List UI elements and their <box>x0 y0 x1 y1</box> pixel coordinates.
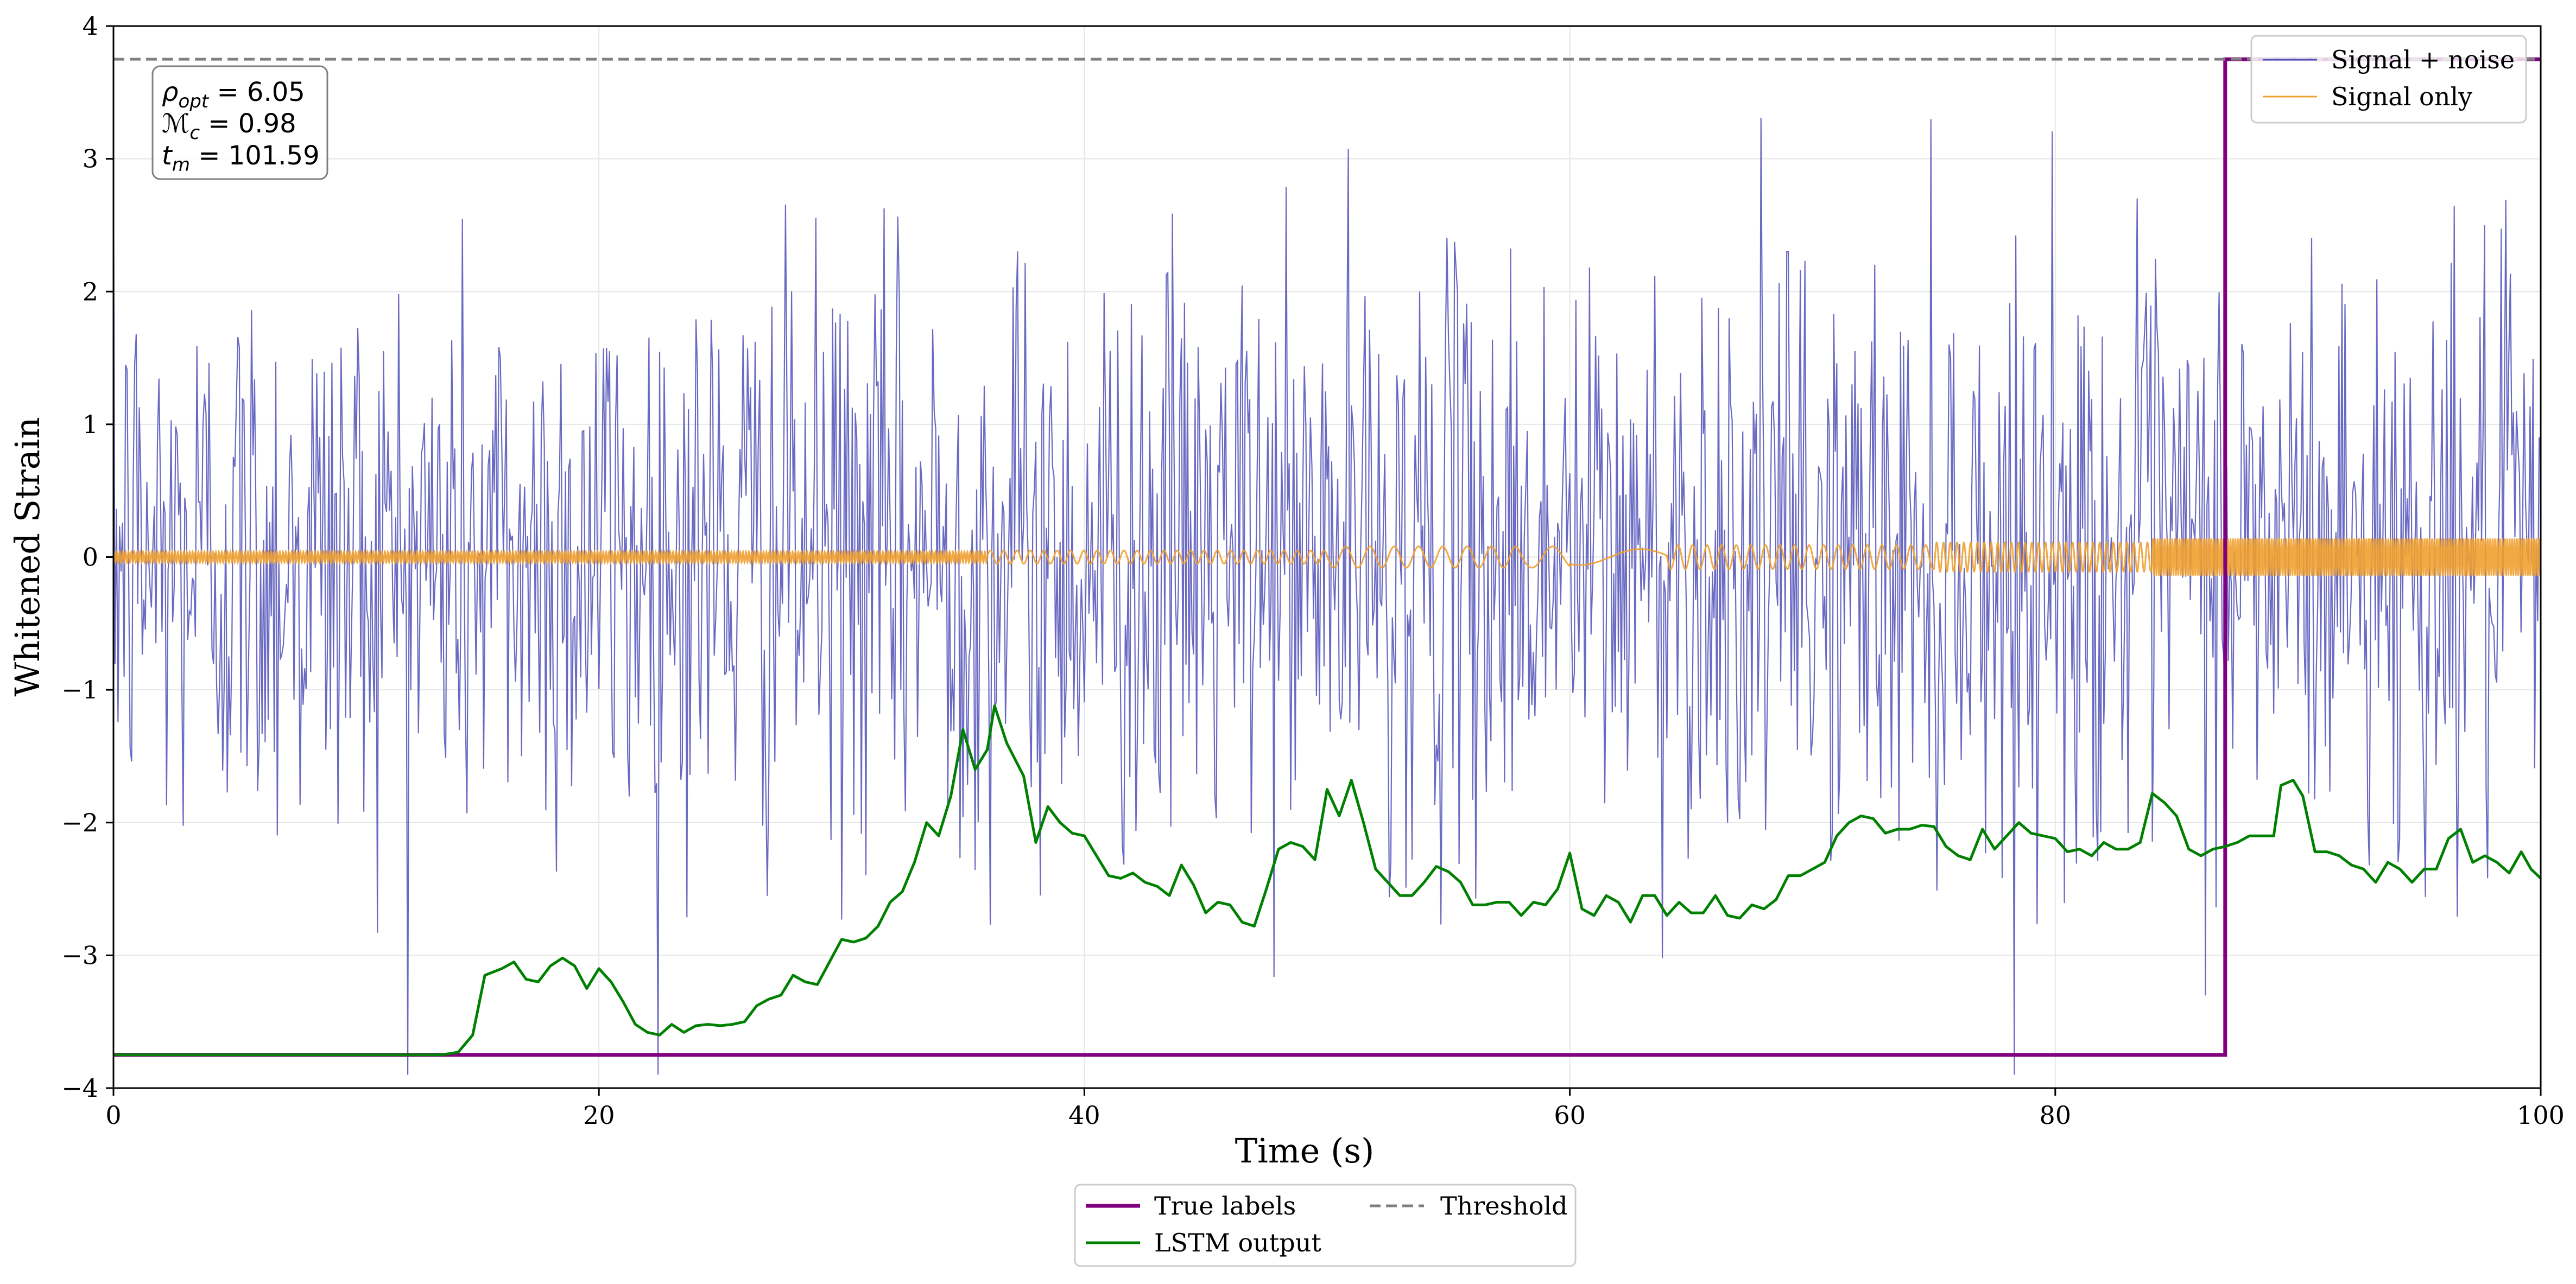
y-tick-label: 4 <box>83 11 98 41</box>
y-tick-label: −2 <box>61 808 98 837</box>
x-tick-label: 0 <box>105 1101 121 1130</box>
x-tick-label: 40 <box>1068 1101 1100 1130</box>
signal-plus-noise-series <box>113 118 2541 1075</box>
stats-tm-value: 101.59 <box>229 141 320 171</box>
stats-tm-symbol: t <box>162 141 173 171</box>
y-tick-label: 3 <box>83 144 98 174</box>
x-tick-label: 60 <box>1554 1101 1586 1130</box>
stats-textbox: ρopt = 6.05 ℳc = 0.98 tm = 101.59 <box>151 65 328 180</box>
legend-lower: True labels LSTM output Threshold <box>1074 1184 1577 1267</box>
stats-mc-subscript: c <box>189 122 200 144</box>
stats-tm-subscript: m <box>172 154 190 176</box>
stats-rho-subscript: opt <box>178 91 209 112</box>
legend-lstm-output-label: LSTM output <box>1154 1228 1321 1257</box>
y-tick-label: −3 <box>61 940 98 970</box>
y-tick-label: 2 <box>83 277 98 306</box>
stats-textbox-frame <box>151 65 328 180</box>
lstm-output-series <box>113 704 2541 1057</box>
y-tick-label: 1 <box>83 410 98 439</box>
stats-rho-line: ρopt = 6.05 <box>162 77 305 112</box>
stats-rho-symbol: ρ <box>162 77 178 107</box>
x-tick-label: 80 <box>2040 1101 2072 1130</box>
signal-only-series <box>113 538 2541 576</box>
legend-upper: Signal + noise Signal only <box>2250 35 2527 124</box>
legend-signal-only-label: Signal only <box>2331 82 2472 111</box>
x-axis-ticks: 0 20 40 60 80 100 <box>105 1088 2565 1130</box>
legend-threshold-label: Threshold <box>1440 1191 1568 1221</box>
signal-plus-noise-line <box>113 118 2541 1075</box>
stats-mc-symbol: ℳ <box>162 109 189 139</box>
x-tick-label: 100 <box>2517 1101 2565 1130</box>
lstm-output-line <box>113 704 2541 1057</box>
stats-tm-line: tm = 101.59 <box>162 141 320 176</box>
legend-upper-frame <box>2250 35 2527 124</box>
y-tick-label: −4 <box>61 1073 98 1103</box>
stats-mc-value: 0.98 <box>238 109 296 139</box>
signal-only-line <box>113 538 2541 576</box>
legend-lower-frame <box>1074 1184 1577 1267</box>
x-axis-label: Time (s) <box>1235 1131 1375 1171</box>
y-tick-label: −1 <box>61 675 98 704</box>
y-tick-label: 0 <box>83 543 98 572</box>
y-axis-ticks: −4 −3 −2 −1 0 1 2 3 4 <box>61 11 113 1103</box>
legend-signal-noise-label: Signal + noise <box>2331 45 2515 74</box>
legend-true-labels-label: True labels <box>1154 1191 1296 1221</box>
x-tick-label: 20 <box>583 1101 615 1130</box>
stats-rho-value: 6.05 <box>247 77 305 107</box>
y-axis-label: Whitened Strain <box>8 417 47 697</box>
stats-chirp-mass-line: ℳc = 0.98 <box>162 109 296 144</box>
